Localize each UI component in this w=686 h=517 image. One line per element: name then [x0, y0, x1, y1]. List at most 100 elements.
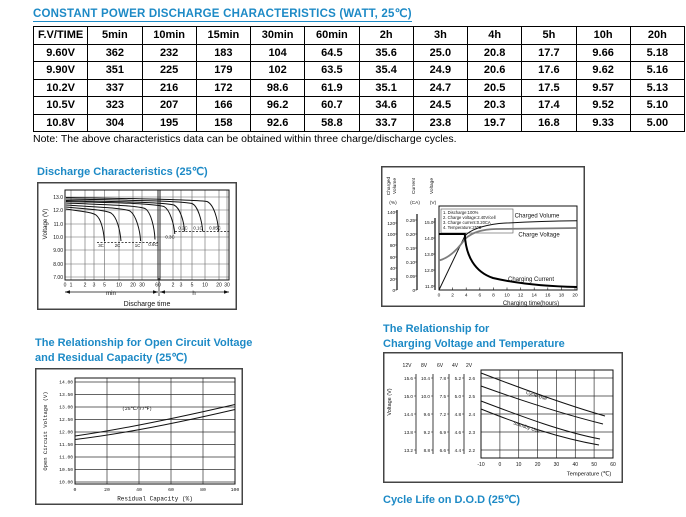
tick-label: 11.0 — [54, 222, 64, 228]
value-cell: 20.3 — [466, 96, 523, 115]
curve-label: 0.3C — [165, 235, 174, 240]
value-cell: 179 — [195, 61, 252, 80]
tick-label: 13.2 — [404, 448, 413, 453]
scale-header: 12V — [403, 363, 413, 369]
tick-label: 2.6 — [469, 376, 476, 381]
charge-characteristics-chart: Charged Volume Current Voltage(%) (CA) (V)140… — [381, 166, 585, 307]
value-cell: 337 — [87, 78, 143, 97]
value-cell: 20.6 — [466, 61, 523, 80]
row-header: 9.90V — [32, 61, 89, 80]
tick-label: 30 — [554, 462, 560, 468]
table-row: 10.5V 323 207 166 96.2 60.7 34.6 24.5 20.3 17.4 9.… — [32, 96, 686, 115]
x-axis-label: Discharge time — [124, 301, 171, 308]
gridlines — [481, 370, 613, 458]
value-cell: 216 — [141, 78, 197, 97]
tick-label: 1 — [70, 283, 73, 289]
axis-unit: (V) — [430, 200, 437, 206]
curve-label: 2C — [115, 243, 121, 248]
value-cell: 195 — [141, 113, 197, 132]
ocv-lines — [74, 404, 236, 440]
x-axis-label: Charging time(hours) — [503, 301, 559, 307]
tick-label: 4.8 — [455, 412, 462, 417]
tick-label: 9.00 — [53, 248, 63, 254]
value-cell: 24.5 — [412, 96, 469, 115]
series-label: Charging Current — [508, 277, 554, 283]
tick-label: 15.0 — [404, 394, 413, 399]
value-cell: 17.6 — [521, 61, 577, 80]
tick-label: 13.00 — [59, 405, 73, 411]
tick-label: 11.00 — [59, 455, 73, 461]
tick-label: 80 — [390, 243, 396, 248]
tick-label: 7.8 — [440, 376, 447, 381]
tick-label: 100 — [231, 487, 240, 493]
tick-label: 20 — [104, 487, 110, 493]
tick-label: 2 — [84, 283, 87, 289]
tick-label: 13.50 — [59, 392, 73, 398]
tick-label: 20 — [216, 283, 222, 289]
value-cell: 183 — [195, 43, 252, 62]
discharge-curves — [65, 197, 219, 242]
table-row: 9.90V 351 225 179 102 63.5 35.4 24.9 20.6 17.6 9.6… — [32, 61, 686, 80]
value-cell: 60.7 — [304, 96, 360, 115]
axis-name: Current — [411, 177, 417, 194]
tick-label: 50 — [591, 462, 597, 468]
tick-label: 7.00 — [53, 275, 63, 281]
value-cell: 104 — [249, 43, 306, 62]
tick-label: 80 — [200, 487, 206, 493]
value-cell: 61.9 — [304, 78, 360, 97]
tick-label: 2.5 — [469, 394, 476, 399]
tick-label: 60 — [155, 283, 161, 289]
tick-label: 10 — [202, 283, 208, 289]
x-axis-label: Temperature (℃) — [567, 472, 612, 478]
value-cell: 158 — [195, 113, 252, 132]
value-cell: 9.62 — [575, 61, 631, 80]
value-cell: 17.7 — [521, 43, 577, 62]
scale-header: 4V — [452, 363, 459, 369]
axis-range-arrows — [65, 278, 229, 296]
axis-unit: (%) — [389, 200, 397, 206]
column-header: 3h — [412, 26, 469, 45]
curve-label: 1C — [135, 243, 141, 248]
value-cell: 5.10 — [629, 96, 686, 115]
column-header: F.V/TIME — [32, 26, 89, 45]
condition-line: 4. Temperature:25℃ — [443, 225, 482, 230]
value-cell: 96.2 — [249, 96, 306, 115]
value-cell: 9.52 — [575, 96, 631, 115]
tick-label: 20 — [572, 293, 578, 299]
tick-label: 140 — [387, 210, 395, 215]
tick-label: 11.50 — [59, 442, 73, 448]
tick-label: 10 — [516, 462, 522, 468]
tick-label: 14 — [532, 293, 538, 299]
value-cell: 25.0 — [412, 43, 469, 62]
column-header: 60min — [304, 26, 360, 45]
tick-label: 8.8 — [424, 448, 431, 453]
curve-label: 0.6C — [148, 242, 157, 247]
tick-label: 0 — [499, 462, 502, 468]
column-header: 5min — [87, 26, 143, 45]
value-cell: 172 — [195, 78, 252, 97]
tick-label: 100 — [387, 232, 395, 237]
tick-label: 15.0 — [425, 220, 434, 225]
series-label: Charge Voltage — [518, 233, 560, 239]
scale-header: 2V — [466, 363, 473, 369]
curve-label: 0.2C — [178, 226, 187, 231]
value-cell: 24.7 — [412, 78, 469, 97]
column-header: 20h — [629, 26, 686, 45]
page-title: CONSTANT POWER DISCHARGE CHARACTERISTICS… — [33, 8, 412, 22]
tick-label: 0 — [438, 293, 441, 299]
value-cell: 16.8 — [521, 113, 577, 132]
tick-label: 13.0 — [425, 252, 434, 257]
tick-label: 10 — [116, 283, 122, 289]
column-header: 2h — [358, 26, 414, 45]
tick-label: 6.9 — [440, 430, 447, 435]
power-table: F.V/TIME 5min 10min 15min 30min 60min 2h 3h 4h 5h… — [32, 26, 686, 132]
row-header: 9.60V — [32, 43, 89, 62]
table-row: 10.8V 304 195 158 92.6 58.8 33.7 23.8 19.7 16.8 9.… — [32, 113, 686, 132]
tick-label: 12.00 — [59, 430, 73, 436]
plot-border — [64, 189, 230, 281]
value-cell: 207 — [141, 96, 197, 115]
tick-label: 7.5 — [440, 394, 447, 399]
value-cell: 5.13 — [629, 78, 686, 97]
curve-label: 0.1C — [193, 226, 202, 231]
tick-label: 0.15 — [406, 246, 415, 251]
